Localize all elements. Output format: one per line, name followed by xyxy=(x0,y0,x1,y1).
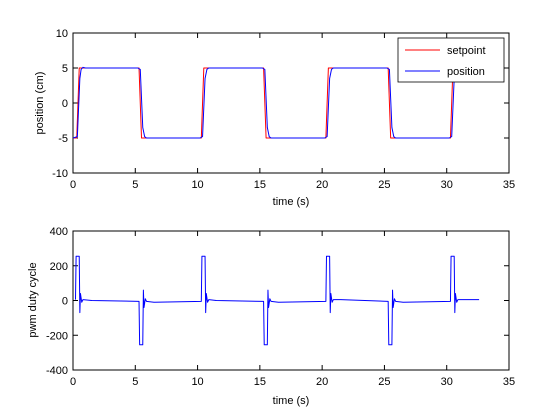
series-line-position xyxy=(72,66,480,139)
x-tick-label: 15 xyxy=(254,376,266,388)
legend: setpoint position xyxy=(397,37,505,83)
series-group xyxy=(74,255,480,346)
y-tick-label: -10 xyxy=(52,168,68,180)
x-tick-label: 25 xyxy=(378,179,390,191)
x-tick-label: 30 xyxy=(441,376,453,388)
x-tick-label: 30 xyxy=(441,179,453,191)
y-tick-label: 10 xyxy=(56,28,68,40)
x-tick-label: 0 xyxy=(70,179,76,191)
series-line-series-0 xyxy=(74,255,480,346)
x-axis-label: time (s) xyxy=(273,196,310,208)
y-tick-label: 0 xyxy=(62,296,68,308)
y-tick-label: 0 xyxy=(62,98,68,110)
x-tick-label: 20 xyxy=(316,179,328,191)
y-axis-label: position (cm) xyxy=(34,72,46,135)
x-tick-label: 25 xyxy=(378,376,390,388)
pwm-chart: 0 5 10 15 20 25 30 35 -400 -200 0 200 400 time (s) p… xyxy=(27,226,515,407)
y-tick-label: 5 xyxy=(62,63,68,75)
x-tick-label: 20 xyxy=(316,376,328,388)
x-tick-label: 5 xyxy=(132,376,138,388)
legend-label-setpoint: setpoint xyxy=(447,45,486,57)
x-tick-label: 15 xyxy=(254,179,266,191)
x-tick-label: 10 xyxy=(191,376,203,388)
x-tick-label: 0 xyxy=(70,376,76,388)
series-group xyxy=(72,66,480,139)
x-axis-label: time (s) xyxy=(273,395,310,407)
plot-area xyxy=(72,230,510,371)
y-tick-label: 400 xyxy=(50,226,68,238)
x-tick-label: 5 xyxy=(132,179,138,191)
y-tick-label: -5 xyxy=(58,133,68,145)
legend-box xyxy=(397,37,505,83)
x-tick-label: 35 xyxy=(503,179,515,191)
x-tick-label: 10 xyxy=(191,179,203,191)
tick-group: 0 5 10 15 20 25 30 35 -400 -200 0 200 400 xyxy=(46,226,515,388)
y-tick-label: 200 xyxy=(50,261,68,273)
y-tick-label: -400 xyxy=(46,365,68,377)
position-chart: 0 5 10 15 20 25 30 35 -10 -5 0 5 10 time (s) positio… xyxy=(34,28,515,208)
y-tick-label: -200 xyxy=(46,330,68,342)
y-axis-label: pwm duty cycle xyxy=(27,262,39,337)
x-tick-label: 35 xyxy=(503,376,515,388)
legend-label-position: position xyxy=(447,66,485,78)
tick-group: 0 5 10 15 20 25 30 35 -10 -5 0 5 10 xyxy=(52,28,515,191)
